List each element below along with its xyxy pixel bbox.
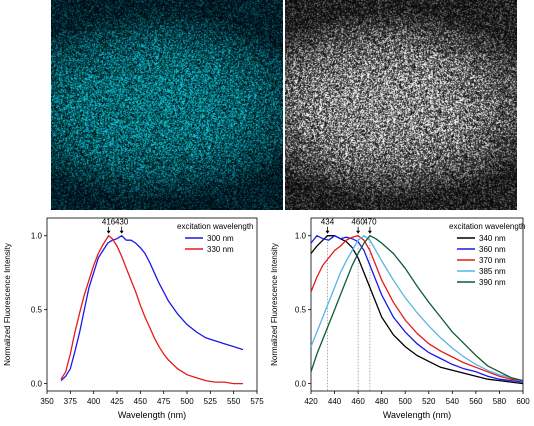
peak-label: 434 bbox=[321, 218, 335, 227]
x-axis-label: Wavelength (nm) bbox=[383, 410, 451, 420]
legend-entry: 390 nm bbox=[479, 278, 506, 287]
fluorescence-micrograph-color bbox=[51, 0, 283, 210]
x-tick-label: 480 bbox=[375, 397, 389, 406]
legend-entry: 385 nm bbox=[479, 267, 506, 276]
y-tick-label: 0.5 bbox=[31, 306, 43, 315]
series-line-370-nm bbox=[310, 234, 524, 382]
plot-frame bbox=[310, 217, 524, 392]
x-tick-label: 400 bbox=[87, 397, 101, 406]
x-tick-label: 520 bbox=[422, 397, 436, 406]
emission-chart-right: 420 440 460 480 500 520 540 560 580 6000.00.51.0 … bbox=[270, 217, 530, 420]
x-tick-label: 575 bbox=[250, 397, 264, 406]
peak-label: 416 bbox=[102, 218, 116, 227]
y-tick-label: 0.0 bbox=[295, 380, 307, 389]
y-tick-label: 0.0 bbox=[31, 380, 43, 389]
legend-entry: 300 nm bbox=[207, 234, 234, 243]
emission-chart-left: 350 375 400 425 450 475 500 525 550 5750.00.51.0 … bbox=[3, 217, 264, 420]
y-axis-label: Normalized Fluorescence Intensity bbox=[3, 243, 12, 366]
peak-arrow bbox=[356, 230, 361, 234]
plot-frame bbox=[46, 217, 258, 392]
x-tick-label: 450 bbox=[134, 397, 148, 406]
y-tick-label: 0.5 bbox=[295, 306, 307, 315]
peak-arrow bbox=[106, 230, 111, 234]
peak-label: 460 bbox=[351, 218, 365, 227]
legend-entry: 330 nm bbox=[207, 245, 234, 254]
peak-label: 430 bbox=[115, 218, 129, 227]
series-line-300-nm bbox=[60, 234, 244, 382]
x-tick-label: 375 bbox=[64, 397, 78, 406]
peak-arrow bbox=[325, 230, 330, 234]
y-tick-label: 1.0 bbox=[295, 232, 307, 241]
legend-entry: 340 nm bbox=[479, 234, 506, 243]
x-tick-label: 540 bbox=[446, 397, 460, 406]
peak-label: 470 bbox=[363, 218, 377, 227]
x-tick-label: 560 bbox=[469, 397, 483, 406]
x-tick-label: 440 bbox=[328, 397, 342, 406]
series-line-330-nm bbox=[60, 234, 243, 385]
series-line-390-nm bbox=[310, 234, 524, 382]
series-line-385-nm bbox=[310, 234, 524, 382]
legend-entry: 360 nm bbox=[479, 245, 506, 254]
x-tick-label: 350 bbox=[40, 397, 54, 406]
series-line-360-nm bbox=[310, 234, 524, 383]
legend-entry: 370 nm bbox=[479, 256, 506, 265]
legend-title: excitation wavelength bbox=[449, 222, 526, 231]
x-axis-label: Wavelength (nm) bbox=[118, 410, 186, 420]
x-tick-label: 580 bbox=[493, 397, 507, 406]
x-tick-label: 500 bbox=[399, 397, 413, 406]
y-tick-label: 1.0 bbox=[31, 232, 43, 241]
x-tick-label: 425 bbox=[110, 397, 124, 406]
x-tick-label: 475 bbox=[157, 397, 171, 406]
x-tick-label: 600 bbox=[516, 397, 530, 406]
fluorescence-micrograph-grayscale bbox=[285, 0, 517, 210]
y-axis-label: Normalized Fluorescence Intensity bbox=[270, 243, 279, 366]
x-tick-label: 550 bbox=[227, 397, 241, 406]
legend-title: excitation wavelength bbox=[177, 222, 254, 231]
peak-arrow bbox=[367, 230, 372, 234]
x-tick-label: 500 bbox=[180, 397, 194, 406]
x-tick-label: 460 bbox=[351, 397, 365, 406]
peak-arrow bbox=[119, 230, 124, 234]
x-tick-label: 525 bbox=[204, 397, 218, 406]
x-tick-label: 420 bbox=[304, 397, 318, 406]
